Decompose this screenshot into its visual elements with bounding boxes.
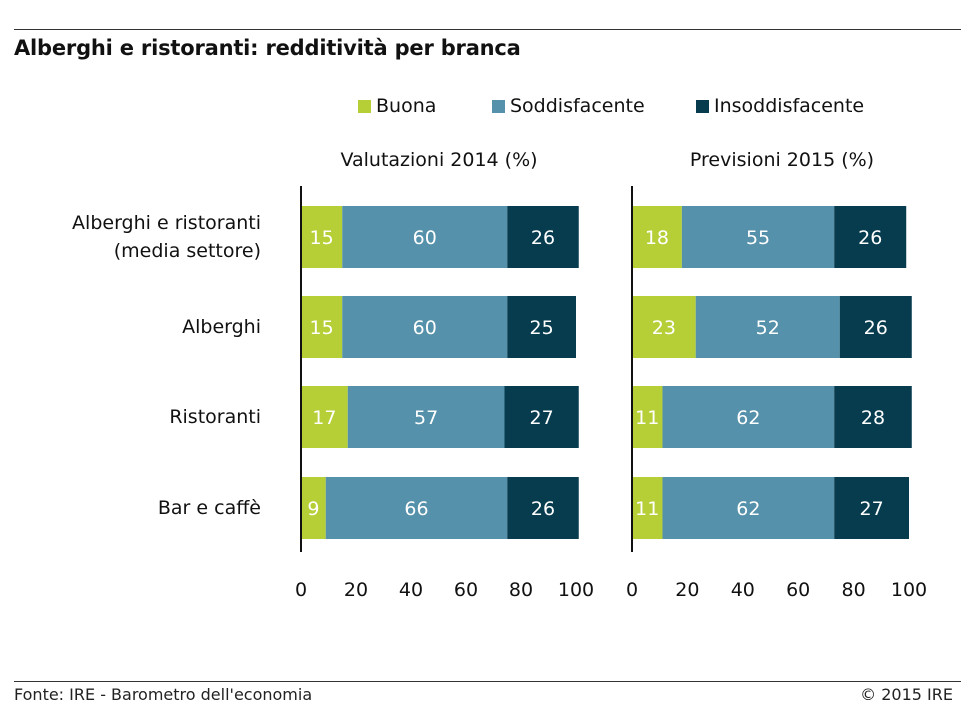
data-label: 52 bbox=[756, 317, 780, 339]
x-tick-label: 100 bbox=[891, 579, 927, 601]
data-label: 25 bbox=[530, 317, 554, 339]
data-label: 62 bbox=[736, 407, 760, 429]
category-label-line: Ristoranti bbox=[169, 406, 261, 428]
data-label: 60 bbox=[413, 317, 437, 339]
data-label: 55 bbox=[746, 227, 770, 249]
bar-segment bbox=[632, 296, 696, 358]
bar-segment bbox=[632, 477, 663, 539]
legend-label-soddisfacente: Soddisfacente bbox=[510, 95, 645, 117]
data-label: 11 bbox=[635, 498, 659, 520]
x-tick-label: 60 bbox=[454, 579, 478, 601]
x-tick-label: 80 bbox=[509, 579, 533, 601]
legend-item-insoddisfacente: Insoddisfacente bbox=[696, 95, 864, 117]
x-tick-label: 20 bbox=[675, 579, 699, 601]
bar-segment bbox=[632, 386, 663, 448]
data-label: 26 bbox=[531, 227, 555, 249]
x-tick-label: 100 bbox=[558, 579, 594, 601]
panel-title-2015: Previsioni 2015 (%) bbox=[689, 149, 875, 171]
legend-label-buona: Buona bbox=[376, 95, 437, 117]
bar-segment bbox=[695, 296, 840, 358]
bar-segment bbox=[507, 296, 576, 358]
bar-segment bbox=[834, 206, 907, 268]
data-label: 60 bbox=[413, 227, 437, 249]
footer-copyright: © 2015 IRE bbox=[860, 685, 953, 704]
category-label-line: (media settore) bbox=[113, 240, 261, 262]
data-label: 23 bbox=[652, 317, 676, 339]
bar-segment bbox=[342, 206, 508, 268]
panel-title-2014: Valutazioni 2014 (%) bbox=[340, 149, 538, 171]
category-label: Bar e caffè bbox=[158, 494, 261, 522]
data-label: 9 bbox=[307, 498, 319, 520]
x-tick-label: 80 bbox=[842, 579, 866, 601]
x-tick-label: 0 bbox=[295, 579, 307, 601]
bar-segment bbox=[301, 206, 343, 268]
bar-segment bbox=[681, 206, 835, 268]
legend-swatch-insoddisfacente bbox=[696, 99, 709, 113]
x-tick-label: 40 bbox=[399, 579, 423, 601]
legend-label-insoddisfacente: Insoddisfacente bbox=[714, 95, 865, 117]
bar-segment bbox=[507, 477, 579, 539]
data-label: 66 bbox=[404, 498, 428, 520]
bar-segment bbox=[662, 386, 835, 448]
data-label: 26 bbox=[531, 498, 555, 520]
x-tick-label: 20 bbox=[344, 579, 368, 601]
data-label: 17 bbox=[312, 407, 336, 429]
bar-segment bbox=[301, 386, 348, 448]
bar-segment bbox=[504, 386, 579, 448]
category-label-line: Alberghi bbox=[182, 316, 261, 338]
x-tick-label: 60 bbox=[786, 579, 810, 601]
data-label: 28 bbox=[861, 407, 885, 429]
bar-segment bbox=[325, 477, 508, 539]
legend-item-soddisfacente: Soddisfacente bbox=[492, 95, 645, 117]
category-label-line: Bar e caffè bbox=[157, 497, 261, 519]
category-label: Ristoranti bbox=[169, 403, 261, 431]
data-label: 11 bbox=[635, 407, 659, 429]
data-label: 26 bbox=[858, 227, 882, 249]
bar-segment bbox=[507, 206, 579, 268]
bar-segment bbox=[834, 477, 909, 539]
data-label: 27 bbox=[530, 407, 554, 429]
data-label: 26 bbox=[864, 317, 888, 339]
category-label-line: Alberghi e ristoranti bbox=[72, 212, 261, 234]
bar-segment bbox=[342, 296, 508, 358]
footer-source: Fonte: IRE - Barometro dell'economia bbox=[14, 685, 313, 704]
bar-segment bbox=[301, 296, 343, 358]
top-rule bbox=[14, 29, 961, 30]
category-label: Alberghi e ristoranti (media settore) bbox=[72, 209, 261, 265]
bar-segment bbox=[301, 477, 326, 539]
bar-segment bbox=[662, 477, 835, 539]
data-label: 15 bbox=[310, 227, 334, 249]
data-label: 15 bbox=[310, 317, 334, 339]
data-label: 62 bbox=[736, 498, 760, 520]
bar-segment bbox=[347, 386, 505, 448]
data-label: 57 bbox=[414, 407, 438, 429]
chart-title: Alberghi e ristoranti: redditività per b… bbox=[14, 36, 521, 60]
data-label: 27 bbox=[860, 498, 884, 520]
x-tick-label: 0 bbox=[626, 579, 638, 601]
x-tick-label: 40 bbox=[731, 579, 755, 601]
bar-segment bbox=[834, 386, 912, 448]
legend-swatch-buona bbox=[358, 99, 371, 113]
legend-item-buona: Buona bbox=[358, 95, 436, 117]
legend-swatch-soddisfacente bbox=[492, 99, 505, 113]
legend: Buona Soddisfacente Insoddisfacente bbox=[0, 95, 961, 121]
data-label: 18 bbox=[645, 227, 669, 249]
bar-segment bbox=[839, 296, 912, 358]
bar-segment bbox=[632, 206, 682, 268]
stacked-bar-chart: 15 60 26 15 60 25 17 57 27 9 66 26 0 20 40 60 80 100 18 55 2… bbox=[295, 186, 927, 601]
category-label: Alberghi bbox=[182, 313, 261, 341]
bottom-rule bbox=[14, 681, 961, 682]
